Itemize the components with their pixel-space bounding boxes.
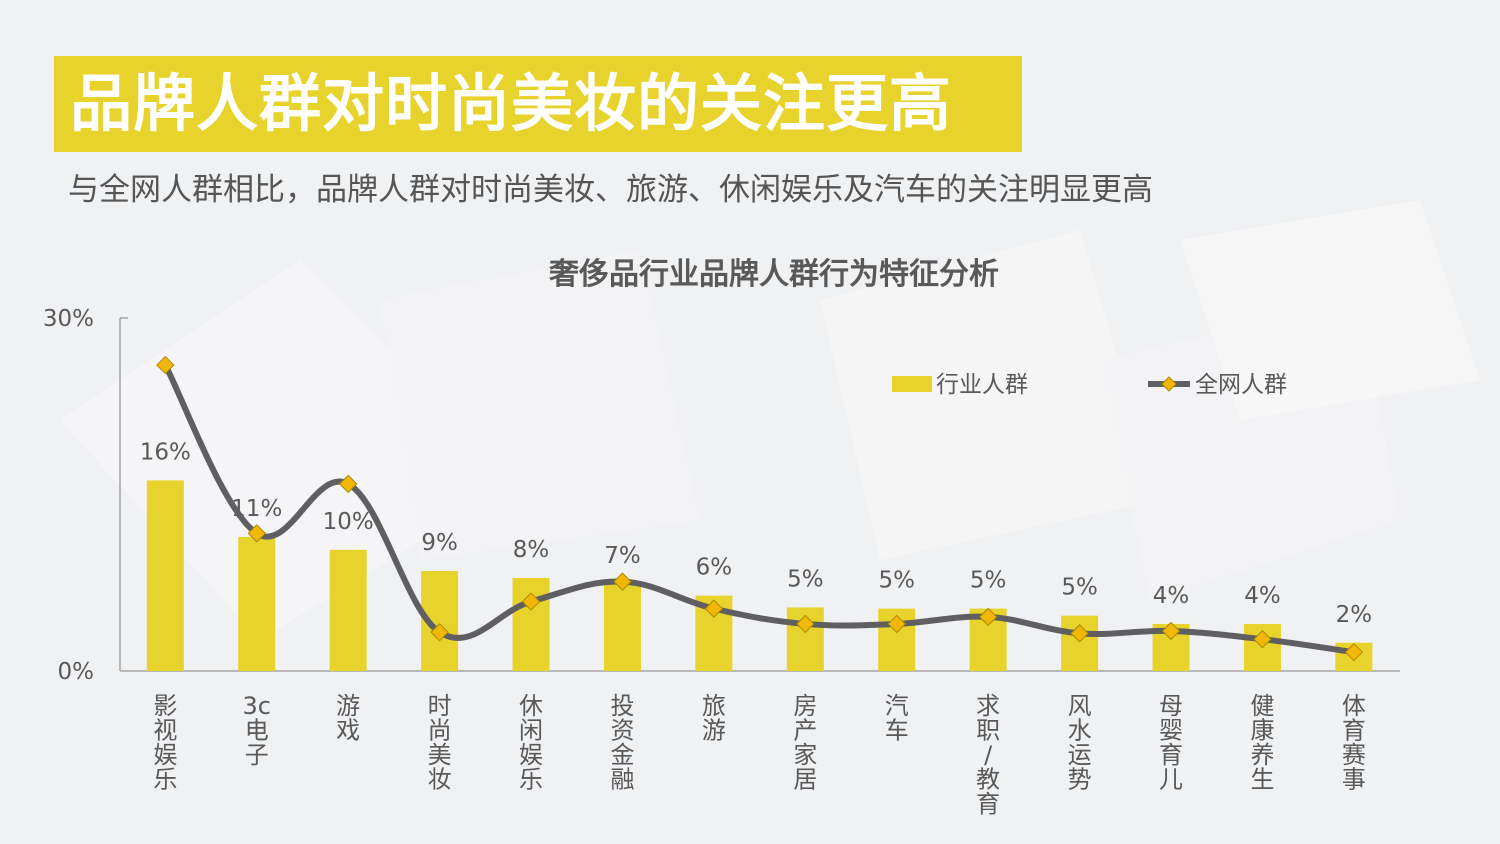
bar-data-label: 8%: [513, 537, 550, 563]
line-point: [156, 355, 175, 375]
category-label-char: 电: [245, 717, 269, 745]
line-point: [1161, 621, 1181, 641]
category-label-char: 休: [519, 692, 543, 720]
category-label-char: /: [984, 741, 993, 769]
bar: [603, 583, 641, 671]
bar: [512, 578, 550, 671]
category-label-char: 产: [793, 717, 817, 745]
legend-line-marker: [1161, 376, 1177, 392]
category-label-char: 金: [610, 741, 634, 769]
title-banner: 品牌人群对时尚美妆的关注更高: [54, 56, 1022, 152]
category-label-char: 职: [976, 717, 1000, 745]
category-label-char: 娱: [153, 741, 177, 769]
category-label-char: 3c: [243, 692, 271, 720]
category-label-char: 美: [428, 741, 452, 769]
chart-title: 奢侈品行业品牌人群行为特征分析: [549, 257, 999, 292]
category-label-char: 乐: [519, 766, 543, 794]
line-point: [1344, 642, 1364, 662]
legend-bar-swatch: [892, 376, 932, 392]
line-point: [1253, 630, 1272, 649]
category-label-char: 育: [1342, 717, 1366, 745]
line-point: [247, 524, 266, 543]
legend-bar-label: 行业人群: [936, 372, 1028, 398]
bar: [1061, 615, 1099, 671]
legend: 行业人群 全网人群: [892, 372, 1287, 398]
page-title: 品牌人群对时尚美妆的关注更高: [70, 67, 953, 140]
bar-data-label: 5%: [1061, 575, 1098, 601]
category-label-char: 育: [1159, 741, 1183, 769]
category-label-char: 娱: [519, 741, 543, 769]
bar-data-label: 16%: [140, 439, 191, 465]
category-labels: 影视娱乐3c电子游戏时尚美妆休闲娱乐投资金融旅游房产家居汽车求职/教育风水运势母…: [153, 692, 1366, 818]
category-label-char: 投: [610, 692, 634, 720]
category-label-char: 游: [336, 692, 360, 720]
category-label-char: 闲: [519, 717, 543, 745]
bar-data-label: 4%: [1153, 583, 1190, 609]
category-label-char: 影: [153, 692, 177, 720]
category-label-char: 养: [1250, 741, 1274, 769]
category-label-char: 房: [793, 692, 817, 720]
line-point: [796, 614, 815, 634]
category-label-char: 生: [1250, 766, 1274, 794]
category-label-char: 视: [153, 717, 177, 745]
category-label-char: 儿: [1159, 766, 1183, 794]
category-label-char: 婴: [1159, 717, 1183, 745]
category-label-char: 尚: [428, 717, 452, 745]
bar-data-label: 9%: [421, 530, 458, 556]
category-label-char: 风: [1068, 692, 1092, 720]
category-label-char: 戏: [336, 717, 360, 745]
category-label-char: 游: [702, 717, 726, 745]
category-label-char: 资: [610, 717, 634, 745]
y-tick-label-min: 0%: [58, 659, 95, 685]
bar: [146, 480, 184, 671]
line-point: [430, 622, 449, 642]
category-label-char: 子: [245, 741, 269, 769]
category-label-char: 车: [885, 717, 909, 745]
bar-data-labels: 16%11% 10%9% 8% 7% 6% 5% 5% 5% 5% 4% 4%2%: [140, 439, 1372, 627]
category-label-char: 健: [1250, 692, 1274, 720]
category-label-char: 势: [1068, 766, 1092, 794]
line-point: [521, 592, 541, 611]
category-label-char: 教: [976, 766, 1000, 794]
line-point: [887, 614, 906, 634]
category-label-char: 居: [793, 766, 817, 794]
bar-data-label: 5%: [787, 566, 824, 592]
category-label-char: 融: [610, 766, 634, 794]
y-tick-label-max: 30%: [43, 306, 94, 332]
category-label-char: 水: [1068, 717, 1092, 745]
bar: [329, 549, 367, 671]
page-subtitle: 与全网人群相比，品牌人群对时尚美妆、旅游、休闲娱乐及汽车的关注明显更高: [68, 172, 1153, 208]
bar-data-label: 5%: [970, 568, 1007, 594]
line-point: [338, 474, 358, 494]
bar-data-label: 4%: [1244, 583, 1281, 609]
bar-data-label: 5%: [878, 568, 915, 594]
line-point: [704, 599, 724, 618]
line-point: [978, 607, 998, 627]
bar: [238, 536, 276, 671]
legend-line-label: 全网人群: [1195, 372, 1287, 398]
category-label-char: 体: [1342, 692, 1366, 720]
category-label-char: 家: [793, 741, 817, 769]
category-label-char: 乐: [153, 766, 177, 794]
bar-data-label: 10%: [323, 509, 374, 535]
category-label-char: 时: [428, 692, 452, 720]
category-label-char: 母: [1159, 692, 1183, 720]
category-label-char: 运: [1068, 741, 1092, 769]
category-label-char: 求: [976, 692, 1000, 720]
bar-data-label: 7%: [604, 543, 641, 569]
bar-data-label: 6%: [696, 555, 733, 581]
line-point: [613, 572, 632, 591]
line-point: [1070, 624, 1089, 643]
category-label-char: 事: [1342, 766, 1366, 794]
line-series: [156, 355, 1364, 662]
category-label-char: 汽: [885, 692, 909, 720]
category-label-char: 旅: [702, 692, 726, 720]
category-label-char: 妆: [428, 766, 452, 794]
category-label-char: 育: [976, 790, 1000, 818]
bar-data-label: 2%: [1336, 602, 1373, 628]
category-label-char: 康: [1250, 717, 1274, 745]
category-label-char: 赛: [1342, 741, 1366, 769]
